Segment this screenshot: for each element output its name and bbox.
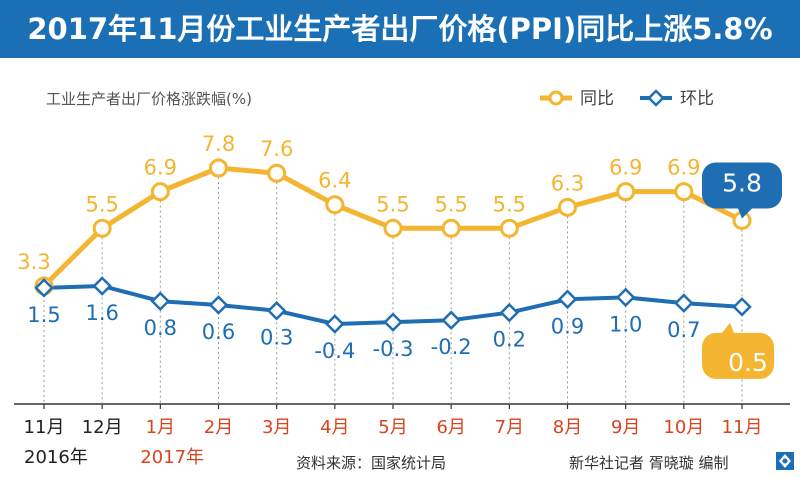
yoy-point bbox=[150, 182, 170, 202]
mom-point bbox=[674, 293, 694, 313]
mom-value-label: -0.3 bbox=[373, 337, 414, 361]
yoy-point bbox=[92, 218, 112, 238]
x-tick-label: 4月 bbox=[320, 417, 349, 438]
yoy-point bbox=[325, 195, 345, 215]
mom-point bbox=[34, 278, 54, 298]
yoy-point bbox=[209, 158, 228, 178]
x-tick-label: 8月 bbox=[553, 417, 582, 438]
mom-point bbox=[732, 297, 752, 317]
data-labels: 3.3 5.5 6.9 7.8 7.6 6.4 5.5 5.5 5.5 6.3 6.9 6.9 1.5 1… bbox=[17, 132, 782, 379]
mom-value-label: 0.6 bbox=[202, 320, 235, 344]
yoy-value-label: 5.5 bbox=[434, 192, 467, 216]
x-tick-label: 6月 bbox=[436, 417, 465, 438]
mom-point bbox=[266, 300, 287, 321]
mom-latest-label: 0.5 bbox=[728, 348, 768, 377]
x-tick-label: 11月 bbox=[24, 417, 65, 438]
axis-layer: 工业生产者出厂价格涨跌幅(%) 11月 12月 1月 2月 3月 4月 5月 6月 7月 8月 9月 1… bbox=[14, 90, 790, 468]
series-points bbox=[34, 158, 752, 334]
yoy-point bbox=[383, 218, 403, 238]
x-tick-label: 12月 bbox=[82, 417, 123, 438]
x-tick-label: 11月 bbox=[722, 417, 763, 438]
mom-point bbox=[208, 295, 229, 315]
x-tick-label: 1月 bbox=[146, 417, 175, 438]
yoy-value-label: 6.9 bbox=[667, 156, 700, 180]
mom-point bbox=[150, 291, 171, 311]
x-tick-label: 9月 bbox=[611, 417, 640, 438]
yoy-value-label: 6.9 bbox=[144, 156, 177, 180]
news-agency-logo bbox=[775, 451, 795, 471]
x-tick-label: 10月 bbox=[663, 417, 704, 438]
yoy-value-label: 7.6 bbox=[260, 137, 293, 161]
legend-yoy-label: 同比 bbox=[580, 89, 614, 109]
mom-value-label: 0.8 bbox=[144, 316, 177, 340]
mom-point bbox=[325, 314, 345, 334]
legend-mom-marker bbox=[647, 89, 665, 107]
yoy-point bbox=[558, 197, 577, 217]
yoy-value-label: 5.5 bbox=[85, 192, 118, 216]
mom-value-label: -0.2 bbox=[431, 335, 472, 359]
yoy-value-label: 5.5 bbox=[376, 192, 409, 216]
yoy-point bbox=[267, 163, 287, 183]
mom-point bbox=[441, 310, 461, 330]
mom-value-label: 0.9 bbox=[551, 314, 584, 338]
yoy-value-label: 3.3 bbox=[17, 250, 50, 274]
y-axis-label: 工业生产者出厂价格涨跌幅(%) bbox=[46, 90, 252, 108]
yoy-point bbox=[499, 218, 519, 238]
yoy-value-label: 5.5 bbox=[493, 192, 526, 216]
yoy-value-label: 6.9 bbox=[609, 156, 642, 180]
yoy-value-label: 6.4 bbox=[318, 169, 351, 193]
legend-yoy-marker bbox=[548, 90, 564, 106]
mom-latest-callout bbox=[702, 322, 774, 379]
yoy-point bbox=[616, 182, 636, 202]
mom-point bbox=[92, 276, 112, 296]
mom-point bbox=[383, 312, 403, 332]
source-note: 资料来源：国家统计局 bbox=[296, 454, 447, 472]
x-tick-label: 2月 bbox=[204, 417, 233, 438]
mom-point bbox=[615, 287, 636, 308]
mom-point bbox=[499, 302, 520, 323]
x-tick-label: 3月 bbox=[262, 417, 291, 438]
x-tick-label: 5月 bbox=[378, 417, 407, 438]
mom-point bbox=[557, 289, 578, 310]
legend-mom-label: 环比 bbox=[680, 89, 714, 109]
mom-value-label: 0.3 bbox=[260, 326, 293, 350]
mom-value-label: 1.6 bbox=[85, 301, 118, 325]
year-label: 2016年 bbox=[24, 447, 88, 468]
yoy-point bbox=[674, 182, 694, 202]
yoy-latest-callout bbox=[702, 162, 782, 219]
yoy-point bbox=[441, 218, 461, 238]
yoy-latest-label: 5.8 bbox=[722, 168, 762, 197]
credit-note: 新华社记者 胥晓璇 编制 bbox=[569, 454, 729, 472]
title-bar: 2017年11月份工业生产者出厂价格(PPI)同比上涨5.8% bbox=[0, 0, 800, 58]
line-chart: 工业生产者出厂价格涨跌幅(%) 11月 12月 1月 2月 3月 4月 5月 6月 7月 8月 9月 1… bbox=[14, 89, 790, 468]
legend: 同比 环比 bbox=[540, 89, 714, 109]
mom-value-label: 1.0 bbox=[609, 312, 642, 336]
mom-value-label: 0.7 bbox=[667, 318, 700, 342]
mom-value-label: 0.2 bbox=[493, 328, 526, 352]
yoy-value-label: 6.3 bbox=[551, 171, 584, 195]
year-label: 2017年 bbox=[140, 447, 204, 468]
mom-value-label: -0.4 bbox=[314, 339, 355, 363]
x-tick-label: 7月 bbox=[495, 417, 524, 438]
mom-value-label: 1.5 bbox=[27, 303, 60, 327]
page-title: 2017年11月份工业生产者出厂价格(PPI)同比上涨5.8% bbox=[27, 12, 773, 46]
yoy-value-label: 7.8 bbox=[202, 132, 235, 156]
